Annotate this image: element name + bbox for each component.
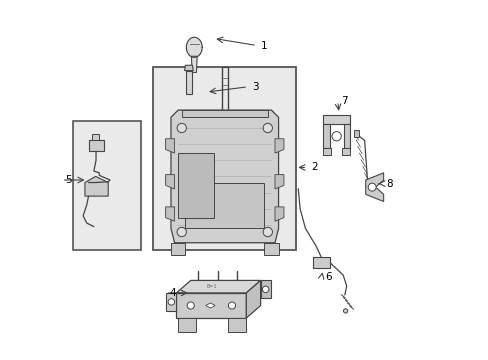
Polygon shape [165, 139, 174, 153]
Circle shape [177, 227, 186, 237]
Polygon shape [165, 207, 174, 221]
Polygon shape [191, 56, 197, 72]
Circle shape [263, 123, 272, 133]
Circle shape [228, 302, 235, 309]
Text: 4: 4 [169, 288, 176, 298]
Circle shape [168, 299, 174, 305]
Polygon shape [323, 125, 329, 148]
Polygon shape [312, 257, 329, 268]
Text: 1: 1 [261, 41, 267, 50]
Polygon shape [186, 37, 202, 57]
Circle shape [177, 123, 186, 133]
Circle shape [343, 309, 347, 313]
Polygon shape [182, 110, 267, 117]
Bar [153, 67, 296, 250]
Text: 6: 6 [325, 272, 331, 282]
Polygon shape [166, 293, 176, 311]
Polygon shape [323, 116, 349, 125]
Polygon shape [171, 110, 278, 243]
Polygon shape [260, 280, 270, 298]
Polygon shape [274, 139, 284, 153]
Text: 2: 2 [310, 162, 317, 172]
Polygon shape [185, 183, 264, 228]
Polygon shape [264, 243, 278, 255]
Polygon shape [85, 176, 108, 196]
Polygon shape [165, 175, 174, 189]
Polygon shape [92, 134, 99, 140]
Circle shape [367, 183, 375, 191]
Polygon shape [365, 173, 383, 202]
Text: 8: 8 [386, 179, 392, 189]
Polygon shape [171, 243, 185, 255]
Circle shape [331, 132, 341, 141]
Text: 5: 5 [65, 175, 72, 185]
Polygon shape [323, 148, 330, 155]
Polygon shape [246, 280, 260, 318]
Polygon shape [205, 303, 215, 308]
Polygon shape [353, 130, 359, 137]
Polygon shape [185, 71, 192, 94]
Polygon shape [343, 125, 349, 148]
Polygon shape [178, 153, 214, 218]
Bar [73, 121, 140, 250]
Polygon shape [274, 207, 284, 221]
Polygon shape [176, 280, 260, 293]
Circle shape [262, 286, 268, 293]
Polygon shape [228, 318, 246, 332]
Polygon shape [184, 65, 193, 71]
Polygon shape [178, 318, 196, 332]
Circle shape [187, 302, 194, 309]
Circle shape [263, 227, 272, 237]
Text: B=1: B=1 [206, 284, 217, 289]
Polygon shape [342, 148, 349, 155]
Text: 3: 3 [251, 82, 258, 92]
Polygon shape [274, 175, 284, 189]
Text: 7: 7 [341, 96, 347, 106]
Polygon shape [88, 140, 103, 151]
Polygon shape [176, 293, 246, 318]
